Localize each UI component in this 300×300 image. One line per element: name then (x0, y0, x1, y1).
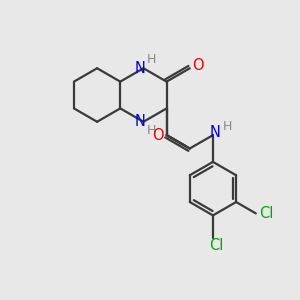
Text: N: N (135, 61, 146, 76)
Text: O: O (192, 58, 204, 73)
Text: H: H (147, 124, 157, 136)
Text: N: N (135, 114, 146, 129)
Text: Cl: Cl (259, 206, 273, 221)
Text: H: H (223, 120, 232, 133)
Text: H: H (147, 53, 157, 66)
Text: Cl: Cl (209, 238, 223, 253)
Text: N: N (210, 125, 221, 140)
Text: O: O (152, 128, 164, 142)
